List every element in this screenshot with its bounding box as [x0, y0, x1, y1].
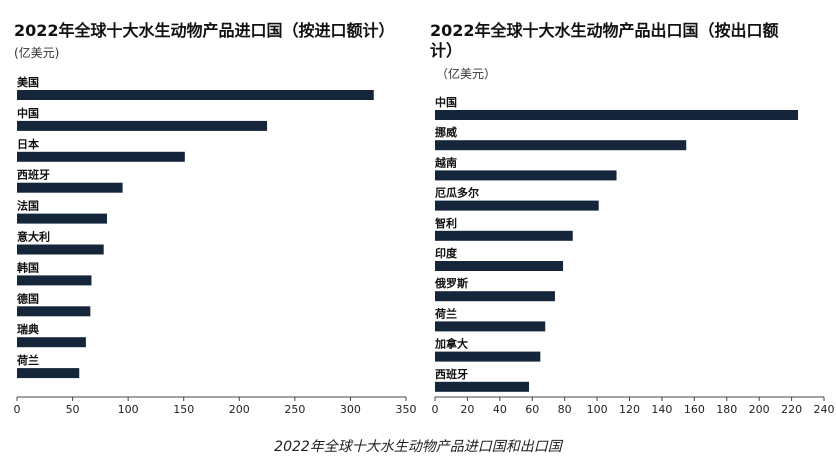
export-x-tick-label: 220 [781, 403, 802, 416]
export-category-label: 荷兰 [434, 306, 457, 320]
import-bar [17, 244, 104, 255]
export-bar [435, 291, 555, 302]
export-category-label: 俄罗斯 [434, 276, 468, 290]
export-category-label: 挪威 [435, 125, 457, 139]
import-chart-title: 2022年全球十大水生动物产品进口国（按进口额计） [14, 21, 395, 40]
export-bar [435, 200, 599, 211]
export-category-label: 厄瓜多尔 [435, 186, 479, 200]
export-x-tick-label: 180 [716, 403, 737, 416]
import-x-tick-label: 0 [14, 403, 21, 416]
import-x-tick-label: 150 [173, 403, 194, 416]
import-x-tick-label: 250 [284, 403, 305, 416]
export-bar [435, 140, 687, 151]
export-chart-unit: （亿美元） [436, 66, 496, 81]
export-category-label: 中国 [435, 95, 457, 109]
export-category-label: 印度 [435, 246, 458, 260]
export-x-tick-label: 140 [651, 403, 672, 416]
import-category-label: 法国 [17, 199, 39, 213]
export-chart-title: 2022年全球十大水生动物产品出口国（按出口额 [430, 21, 779, 40]
export-x-tick-label: 120 [619, 403, 640, 416]
import-bar [17, 182, 123, 193]
import-category-label: 意大利 [17, 230, 50, 244]
export-category-label: 越南 [434, 155, 457, 169]
export-x-tick-label: 240 [814, 403, 835, 416]
export-x-tick-label: 40 [493, 403, 507, 416]
import-bar [17, 90, 374, 100]
import-chart: 2022年全球十大水生动物产品进口国（按进口额计） (亿美元) 美国中国日本西班… [14, 21, 417, 416]
export-x-tick-label: 0 [432, 403, 439, 416]
export-x-tick-label: 160 [684, 403, 705, 416]
export-chart: 2022年全球十大水生动物产品出口国（按出口额 计） （亿美元） 中国挪威越南厄… [430, 21, 835, 416]
export-bar [435, 351, 541, 362]
import-chart-unit: (亿美元) [14, 45, 59, 60]
export-category-label: 西班牙 [435, 367, 468, 381]
export-x-tick-label: 60 [525, 403, 539, 416]
import-category-label: 日本 [17, 137, 39, 151]
export-x-tick-label: 100 [587, 403, 608, 416]
import-category-label: 荷兰 [16, 353, 39, 367]
import-x-tick-label: 300 [340, 403, 361, 416]
export-x-tick-label: 20 [460, 403, 474, 416]
import-bar [17, 337, 86, 348]
import-category-label: 中国 [17, 106, 39, 120]
import-category-label: 美国 [17, 75, 39, 89]
export-bar [435, 110, 799, 120]
export-bar [435, 321, 546, 332]
import-bar [17, 213, 108, 224]
import-x-tick-label: 100 [118, 403, 139, 416]
export-bar [435, 381, 530, 392]
import-x-tick-label: 200 [229, 403, 250, 416]
import-category-label: 瑞典 [17, 322, 39, 336]
export-bar [435, 261, 564, 271]
import-category-label: 韩国 [17, 260, 39, 274]
import-category-label: 西班牙 [17, 168, 50, 182]
export-x-tick-label: 80 [558, 403, 572, 416]
import-bar [17, 151, 185, 162]
export-category-label: 智利 [435, 216, 457, 230]
export-chart-title-line2: 计） [430, 41, 462, 60]
export-bar [435, 230, 573, 241]
import-bar [17, 120, 268, 131]
export-x-tick-label: 200 [749, 403, 770, 416]
export-bar [435, 170, 617, 181]
import-category-label: 德国 [16, 291, 39, 305]
figure-caption: 2022年全球十大水生动物产品进口国和出口国 [274, 439, 562, 455]
import-x-tick-label: 350 [396, 403, 417, 416]
import-x-tick-label: 50 [66, 403, 80, 416]
import-bar [17, 306, 91, 317]
import-bar [17, 275, 92, 286]
export-category-label: 加拿大 [434, 337, 468, 351]
import-bar [17, 368, 80, 379]
